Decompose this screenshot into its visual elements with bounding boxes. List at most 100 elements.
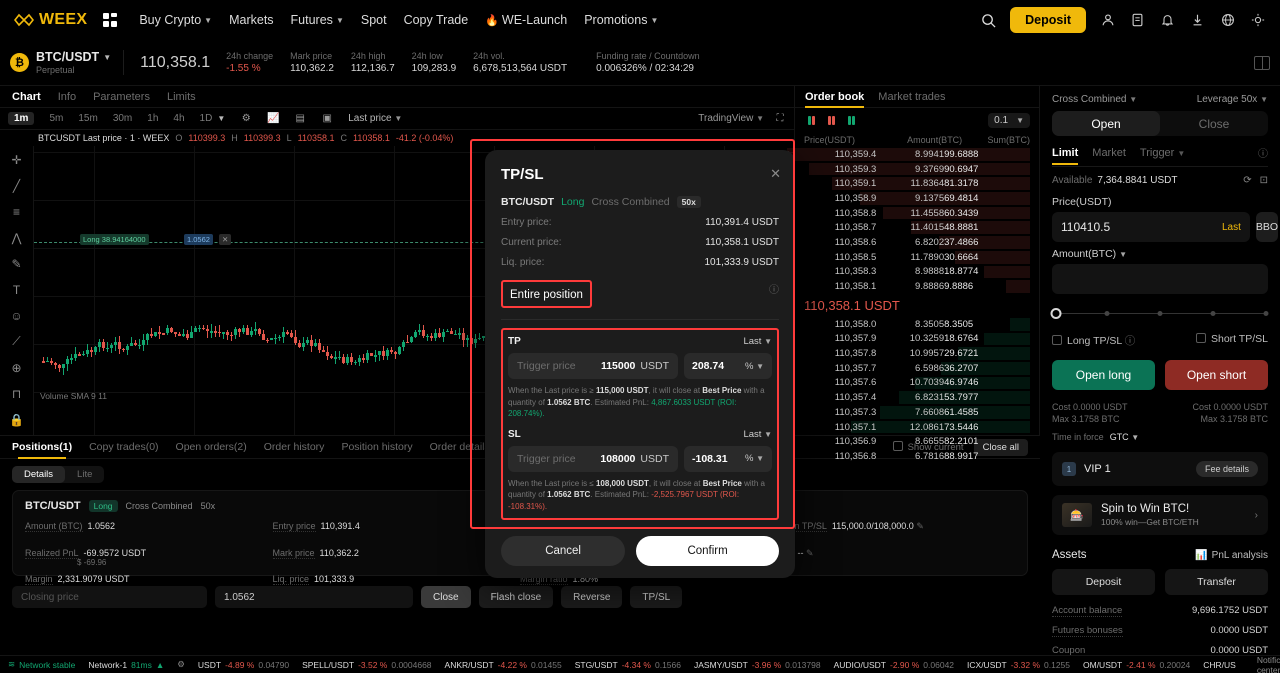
price-input[interactable] [1061,220,1216,234]
orderbook-row[interactable]: 110,359.1 11.8364 81.3178 [795,176,1039,191]
sl-price-source-selector[interactable]: Last ▼ [743,429,772,440]
tif-selector[interactable]: GTC ▼ [1110,432,1139,442]
slider-knob[interactable] [1050,308,1062,319]
document-icon[interactable] [1129,12,1146,29]
status-ticker[interactable]: AUDIO/USDT -2.90 % 0.06042 [834,660,954,670]
timeframe-1m[interactable]: 1m [8,112,35,125]
edit-icon[interactable]: ✎ [916,521,924,531]
price-last-tag[interactable]: Last [1222,221,1241,233]
status-ticker[interactable]: STG/USDT -4.34 % 0.1566 [575,660,681,670]
notification-center-link[interactable]: Notification center [1256,655,1280,673]
edit-icon[interactable]: ✎ [806,548,814,558]
orderbook-mode-both-icon[interactable] [804,114,818,126]
transfer-icon[interactable]: ⊡ [1259,175,1268,186]
layout-toggle-icon[interactable] [1254,55,1270,70]
lock-icon[interactable]: 🔒 [9,412,24,427]
tab-info[interactable]: Info [57,90,77,103]
position-close-tag[interactable]: ✕ [219,234,232,245]
tab-parameters[interactable]: Parameters [93,90,150,103]
tp-trigger-price-input[interactable]: Trigger price 115000 USDT [508,353,678,379]
long-tpsl-checkbox[interactable]: Long TP/SL ⓘ [1052,333,1135,348]
orderbook-row[interactable]: 110,357.1 12.0861 73.5446 [795,420,1039,435]
expand-icon[interactable]: ⛶ [776,113,784,124]
pair-selector[interactable]: ₿ BTC/USDT ▼ Perpetual [10,50,125,75]
download-icon[interactable] [1189,12,1206,29]
pnl-analysis-link[interactable]: 📊 PnL analysis [1195,550,1268,561]
tp-price-source-selector[interactable]: Last ▼ [743,336,772,347]
ruler-icon[interactable]: ⟋ [12,334,21,348]
orderbook-mode-bids-icon[interactable] [844,114,858,126]
crosshair-icon[interactable]: ✛ [11,152,22,167]
tab-limits[interactable]: Limits [166,90,196,103]
zoom-icon[interactable]: ⊕ [11,360,22,375]
closing-price-input[interactable]: Closing price [12,586,207,608]
order-type-limit[interactable]: Limit [1052,146,1079,165]
order-type-trigger[interactable]: Trigger ▼ [1140,147,1185,159]
brush-icon[interactable]: ✎ [11,256,22,271]
orderbook-row[interactable]: 110,358.3 8.9888 18.8774 [795,265,1039,280]
tab-copy-trades[interactable]: Copy trades(0) [89,441,159,453]
orderbook-mode-asks-icon[interactable] [824,114,838,126]
tp-percent-input[interactable]: 208.74 % ▼ [684,353,772,379]
chevron-down-icon[interactable]: ▼ [217,114,226,123]
segment-close[interactable]: Close [1198,116,1230,131]
sl-percent-input[interactable]: -108.31 % ▼ [684,445,772,472]
orderbook-row[interactable]: 110,358.6 6.8202 37.4866 [795,235,1039,250]
deposit-button[interactable]: Deposit [1052,569,1155,595]
nav-item-buy-crypto[interactable]: Buy Crypto ▼ [139,13,212,27]
orderbook-row[interactable]: 110,357.7 6.5986 36.2707 [795,361,1039,376]
margin-mode-selector[interactable]: Cross Combined ▼ [1052,94,1137,105]
orderbook-row[interactable]: 110,357.3 7.6608 61.4585 [795,405,1039,420]
nav-item-promotions[interactable]: Promotions ▼ [584,13,658,27]
transfer-button[interactable]: Transfer [1165,569,1268,595]
view-mode-lite[interactable]: Lite [77,469,93,480]
timeframe-30m[interactable]: 30m [112,113,133,124]
leverage-selector[interactable]: Leverage 50x ▼ [1197,94,1268,105]
close-icon[interactable]: ✕ [770,166,781,181]
nav-item-spot[interactable]: Spot [361,13,387,27]
sl-pct-unit[interactable]: % ▼ [744,453,764,465]
ticker-settings-icon[interactable]: ⚙ [177,659,185,669]
user-icon[interactable] [1099,12,1116,29]
amount-slider[interactable] [1050,308,1269,320]
text-icon[interactable]: T [12,282,21,297]
timeframe-1h[interactable]: 1h [147,113,159,124]
info-icon[interactable]: ⓘ [1258,149,1268,160]
tab-market-trades[interactable]: Market trades [878,90,946,103]
cancel-button[interactable]: Cancel [501,535,626,566]
status-ticker[interactable]: USDT -4.89 % 0.04790 [198,660,289,670]
convert-icon[interactable]: ⟳ [1243,175,1252,186]
nav-item-markets[interactable]: Markets [229,13,273,27]
price-source-selector[interactable]: Last price ▼ [348,113,402,124]
deposit-button[interactable]: Deposit [1010,7,1086,33]
entire-position-label[interactable]: Entire position [510,289,583,301]
sl-trigger-price-input[interactable]: Trigger price 108000 USDT [508,445,678,472]
fee-details-button[interactable]: Fee details [1195,461,1258,477]
indicators-icon[interactable]: 📈 [267,113,280,124]
order-type-market[interactable]: Market [1092,146,1126,159]
timeframe-4h[interactable]: 4h [173,113,185,124]
timeframe-1d[interactable]: 1D [199,113,213,124]
amount-input-wrap[interactable] [1052,264,1268,294]
brightness-icon[interactable] [1249,12,1266,29]
orderbook-row[interactable]: 110,357.6 10.7039 46.9746 [795,376,1039,391]
confirm-button[interactable]: Confirm [636,535,779,566]
weex-logo[interactable]: WEEX [14,11,87,29]
orderbook-row[interactable]: 110,358.1 9.8886 9.8886 [795,279,1039,294]
tp-pct-unit[interactable]: % ▼ [744,360,764,372]
status-ticker[interactable]: OM/USDT -2.41 % 0.20024 [1083,660,1190,670]
segment-open[interactable]: Open [1052,111,1160,136]
tpsl-button[interactable]: TP/SL [630,586,683,608]
close-button[interactable]: Close [421,586,471,608]
info-icon[interactable]: ⓘ [1124,335,1136,347]
info-icon[interactable]: ⓘ [769,284,779,296]
apps-grid-icon[interactable] [103,13,118,27]
tab-order-book[interactable]: Order book [805,90,865,108]
tab-order-history[interactable]: Order history [263,441,325,453]
flash-close-button[interactable]: Flash close [478,586,554,608]
globe-icon[interactable] [1219,12,1236,29]
show-current-checkbox[interactable]: Show current [892,441,964,453]
network-status[interactable]: ≋ Network stable [8,659,75,670]
status-ticker[interactable]: JASMY/USDT -3.96 % 0.013798 [694,660,821,670]
search-icon[interactable] [980,12,997,29]
